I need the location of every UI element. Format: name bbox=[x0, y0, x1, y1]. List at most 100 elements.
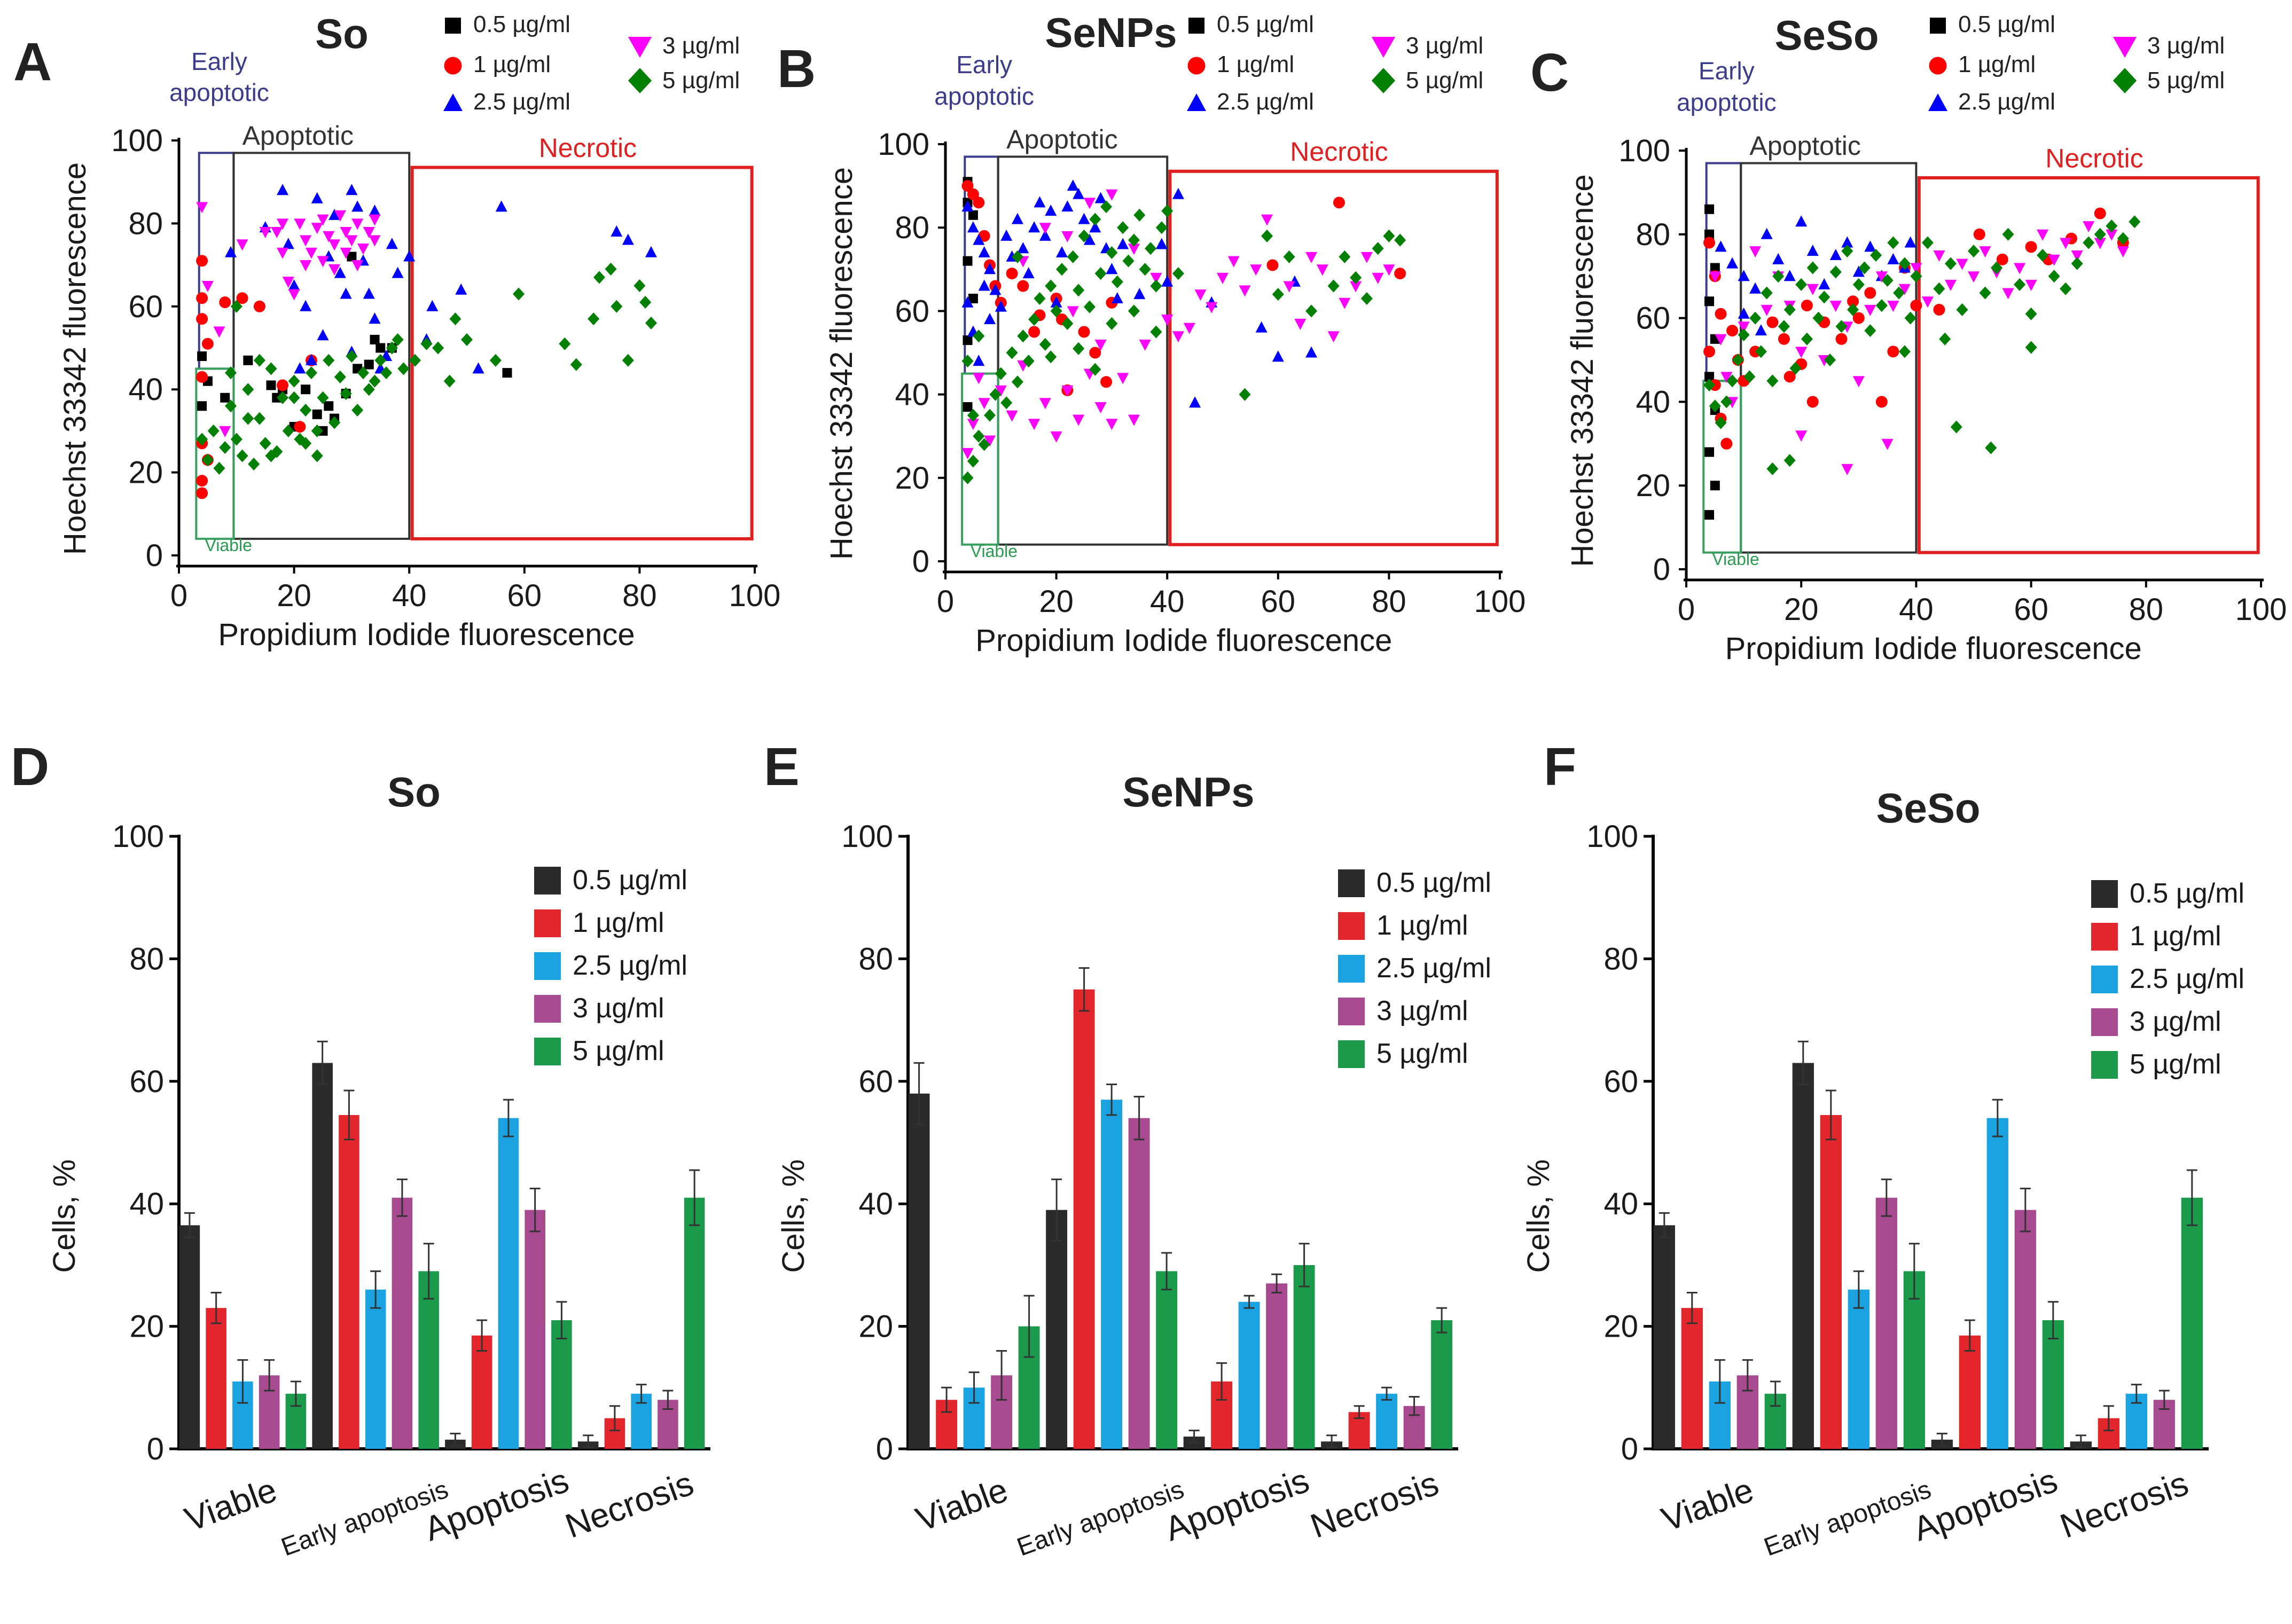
scatter-point bbox=[1117, 373, 1129, 385]
legend-swatch bbox=[534, 867, 561, 895]
scatter-point bbox=[305, 247, 317, 259]
scatter-point bbox=[1726, 257, 1739, 269]
scatter-point bbox=[386, 341, 398, 355]
scatter-point bbox=[282, 238, 294, 249]
scatter-point bbox=[995, 300, 1007, 312]
scatter-point bbox=[2048, 270, 2060, 283]
scatter-point bbox=[242, 383, 254, 396]
scatter-point bbox=[1350, 281, 1362, 293]
scatter-point bbox=[2106, 229, 2118, 241]
scatter-point bbox=[1704, 510, 1715, 520]
scatter-point bbox=[2002, 288, 2014, 300]
scatter-point bbox=[1034, 196, 1046, 208]
scatter-point bbox=[328, 239, 341, 251]
bar bbox=[684, 1197, 705, 1449]
category-label: Early apoptosis bbox=[1761, 1475, 1935, 1562]
legend-swatch bbox=[534, 1038, 561, 1065]
scatter-point bbox=[317, 214, 329, 226]
scatter-point bbox=[1145, 242, 1157, 255]
scatter-point bbox=[1795, 278, 1808, 291]
scatter-point bbox=[1394, 233, 1406, 247]
scatter-point bbox=[1150, 272, 1162, 284]
bar bbox=[1431, 1320, 1453, 1449]
y-tick-label: 100 bbox=[1618, 134, 1670, 168]
bar bbox=[1792, 1063, 1814, 1449]
scatter-point bbox=[1904, 236, 1916, 248]
scatter-point bbox=[961, 448, 974, 459]
scatter-point bbox=[364, 359, 374, 370]
scatter-point bbox=[1841, 245, 1853, 258]
scatter-point bbox=[1921, 296, 1934, 308]
scatter-point bbox=[1704, 447, 1715, 457]
scatter-point bbox=[201, 338, 214, 350]
scatter-point bbox=[1133, 208, 1146, 222]
scatter-point bbox=[1117, 238, 1129, 249]
bar bbox=[312, 1063, 333, 1449]
scatter-point bbox=[1150, 279, 1162, 293]
panel-title: So bbox=[315, 10, 369, 57]
x-tick-label: 20 bbox=[1784, 592, 1819, 627]
scatter-point bbox=[282, 424, 294, 437]
scatter-point bbox=[1738, 321, 1750, 333]
scatter-point bbox=[277, 218, 289, 230]
legend-marker bbox=[2113, 68, 2137, 93]
scatter-point bbox=[346, 184, 358, 195]
scatter-point bbox=[432, 341, 444, 355]
scatter-point bbox=[1887, 301, 1899, 312]
legend-label: 0.5 µg/ml bbox=[1217, 11, 1314, 37]
scatter-point bbox=[461, 333, 473, 346]
scatter-point bbox=[420, 337, 433, 350]
apoptotic-label: Apoptotic bbox=[243, 121, 354, 151]
y-tick-label: 0 bbox=[876, 1432, 893, 1466]
scatter-point bbox=[288, 374, 300, 388]
scatter-point bbox=[978, 438, 990, 451]
scatter-point bbox=[219, 296, 231, 309]
scatter-point bbox=[1061, 317, 1074, 330]
scatter-point bbox=[403, 250, 416, 262]
legend-label: 5 µg/ml bbox=[1376, 1038, 1468, 1069]
scatter-point bbox=[963, 402, 973, 412]
scatter-point bbox=[1045, 350, 1057, 364]
scatter-point bbox=[1720, 395, 1733, 409]
legend-label: 0.5 µg/ml bbox=[2130, 878, 2244, 909]
y-axis-label: Cells, % bbox=[1521, 1159, 1556, 1273]
scatter-point bbox=[1806, 396, 1819, 408]
bar bbox=[392, 1197, 413, 1449]
scatter-point bbox=[369, 205, 381, 216]
scatter-point bbox=[1898, 257, 1911, 270]
scatter-point bbox=[967, 188, 979, 200]
y-tick-label: 20 bbox=[129, 1309, 164, 1344]
scatter-point bbox=[2094, 227, 2106, 241]
scatter-point bbox=[622, 233, 634, 245]
bar bbox=[2014, 1210, 2036, 1449]
scatter-point bbox=[1726, 325, 1739, 337]
bar bbox=[1073, 989, 1095, 1449]
x-tick-label: 100 bbox=[2235, 592, 2287, 627]
y-tick-label: 80 bbox=[1603, 942, 1638, 976]
x-tick-label: 60 bbox=[2014, 592, 2048, 627]
x-axis-label: Propidium Iodide fluorescence bbox=[1725, 631, 2142, 666]
scatter-point bbox=[1128, 414, 1140, 426]
panel-letter: E bbox=[764, 737, 800, 797]
legend-label: 5 µg/ml bbox=[662, 67, 740, 93]
scatter-point bbox=[984, 263, 996, 274]
bar bbox=[365, 1289, 386, 1449]
scatter-point bbox=[2083, 221, 2095, 233]
scatter-point bbox=[968, 210, 978, 220]
scatter-point bbox=[1720, 372, 1733, 383]
legend-marker bbox=[628, 37, 652, 58]
scatter-point bbox=[265, 362, 277, 375]
scatter-point bbox=[1985, 441, 1997, 454]
scatter-point bbox=[1083, 300, 1096, 313]
viable-box bbox=[195, 367, 235, 540]
scatter-point bbox=[1061, 385, 1074, 397]
scatter-point bbox=[2025, 241, 2037, 253]
scatter-point bbox=[363, 287, 375, 299]
viable-label: Viable bbox=[1712, 550, 1759, 569]
scatter-point bbox=[1250, 264, 1262, 276]
legend-label: 2.5 µg/ml bbox=[473, 89, 570, 115]
bar bbox=[525, 1210, 545, 1449]
scatter-point bbox=[622, 354, 634, 367]
scatter-point bbox=[196, 487, 208, 499]
